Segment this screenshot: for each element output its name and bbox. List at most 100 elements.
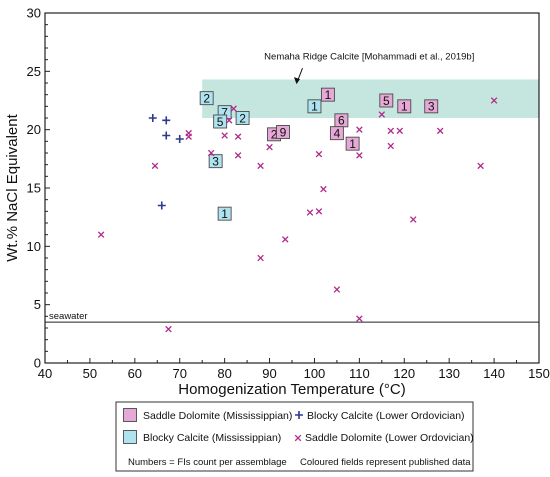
point-saddle-dolomite-lo: [490, 97, 498, 104]
y-tick-label: 0: [34, 356, 41, 371]
point-blocky-calcite-miss-box: [307, 99, 322, 114]
y-tick-label: 25: [27, 64, 41, 79]
point-saddle-dolomite-lo: [234, 152, 242, 159]
published-field-arrow-head: [293, 77, 300, 85]
point-blocky-calcite-miss-box: [208, 154, 223, 169]
point-saddle-dolomite-lo: [477, 162, 484, 170]
x-axis-title: Homogenization Temperature (°C): [178, 381, 406, 398]
point-blocky-calcite-miss-count: 7: [221, 105, 228, 119]
point-saddle-dolomite-lo: [257, 162, 264, 170]
point-saddle-dolomite-lo: [225, 117, 233, 124]
legend: Saddle Dolomite (Mississippian) Blocky Ca…: [115, 401, 474, 472]
point-saddle-dolomite-lo: [436, 127, 444, 135]
legend-swatch-blocky-lo: [295, 411, 303, 419]
legend-label-blocky-miss: Blocky Calcite (Mississippian): [143, 432, 281, 444]
seawater-label: seawater: [49, 311, 88, 322]
point-saddle-dolomite-lo: [356, 126, 363, 133]
point-blocky-calcite-lo: [162, 116, 171, 125]
x-tick-label: 70: [172, 366, 186, 381]
axes: 40 50 60 70 80 90 100 110 120 130 140 1500510152025…: [4, 6, 550, 399]
point-saddle-dolomite-lo: [356, 152, 363, 159]
point-saddle-dolomite-lo: [378, 111, 386, 118]
point-saddle-dolomite-miss-count: 6: [338, 114, 345, 128]
x-tick-label: 120: [393, 366, 415, 381]
y-tick-label: 15: [27, 181, 41, 196]
point-saddle-dolomite-miss-count: 1: [401, 100, 408, 114]
point-saddle-dolomite-lo: [165, 325, 172, 333]
point-saddle-dolomite-lo: [282, 236, 289, 243]
y-tick-label: 10: [27, 239, 41, 254]
point-blocky-calcite-lo: [175, 135, 184, 143]
point-saddle-dolomite-miss-box: [397, 99, 412, 114]
point-saddle-dolomite-miss-count: 4: [334, 126, 341, 140]
point-saddle-dolomite-lo: [185, 129, 192, 137]
y-axis-title: Wt.% NaCl Equivalent: [4, 113, 21, 261]
point-saddle-dolomite-miss-count: 3: [428, 100, 435, 114]
point-saddle-dolomite-miss-count: 9: [280, 125, 287, 139]
point-saddle-dolomite-miss-box: [424, 99, 439, 114]
point-saddle-dolomite-lo: [151, 162, 159, 170]
point-saddle-dolomite-lo: [387, 142, 395, 150]
legend-label-saddle-lo: Saddle Dolomite (Lower Ordovician): [305, 432, 474, 444]
point-blocky-calcite-miss-count: 5: [217, 115, 224, 129]
published-data-field: Nemaha Ridge Calcite [Mohammadi et al., …: [202, 52, 539, 118]
x-tick-label: 150: [528, 366, 550, 381]
legend-label-saddle-miss: Saddle Dolomite (Mississippian): [143, 410, 292, 422]
x-tick-label: 40: [38, 366, 52, 381]
point-blocky-calcite-miss-count: 1: [221, 207, 228, 221]
point-saddle-dolomite-miss-count: 5: [383, 94, 390, 108]
point-blocky-calcite-lo: [157, 201, 166, 210]
point-saddle-dolomite-lo: [315, 208, 323, 215]
point-saddle-dolomite-miss-box: [276, 125, 290, 139]
point-saddle-dolomite-lo: [234, 133, 242, 140]
seawater-line-group: seawater: [45, 311, 539, 323]
legend-frame: [115, 401, 474, 472]
series-blocky-calcite-lo: [148, 114, 184, 210]
x-tick-label: 80: [217, 366, 231, 381]
point-saddle-dolomite-miss-box: [329, 126, 344, 141]
point-saddle-dolomite-miss-count: 1: [325, 88, 332, 102]
point-saddle-dolomite-lo: [333, 286, 341, 293]
x-tick-label: 50: [83, 366, 97, 381]
x-tick-label: 140: [483, 366, 505, 381]
x-tick-label: 130: [438, 366, 460, 381]
x-tick-label: 90: [262, 366, 276, 381]
point-saddle-dolomite-lo: [315, 150, 323, 158]
point-blocky-calcite-miss-box: [199, 91, 214, 106]
x-tick-label: 100: [304, 366, 326, 381]
point-saddle-dolomite-lo: [396, 127, 404, 135]
point-saddle-dolomite-miss-box: [345, 136, 360, 151]
point-blocky-calcite-miss-box: [217, 206, 232, 221]
point-saddle-dolomite-lo: [306, 209, 314, 216]
point-saddle-dolomite-lo: [207, 149, 215, 157]
point-blocky-calcite-miss-count: 1: [311, 100, 318, 114]
point-saddle-dolomite-miss-box: [320, 87, 335, 102]
point-saddle-dolomite-miss-box: [379, 93, 394, 108]
point-saddle-dolomite-lo: [356, 315, 363, 322]
legend-swatch-blocky-miss-box: [123, 430, 137, 444]
point-blocky-calcite-miss-box: [213, 114, 228, 129]
published-field-label: Nemaha Ridge Calcite [Mohammadi et al., …: [264, 52, 474, 63]
series-saddle-dolomite-lo: [97, 97, 498, 333]
legend-note-fields: Coloured fields represent published data: [300, 457, 471, 468]
point-blocky-calcite-miss-count: 2: [239, 111, 246, 125]
legend-swatch-saddle-lo: [294, 434, 302, 442]
x-tick-label: 60: [128, 366, 142, 381]
plot-frame: [44, 12, 540, 364]
point-blocky-calcite-miss-count: 3: [212, 154, 219, 168]
point-saddle-dolomite-miss-count: 1: [349, 137, 356, 151]
point-saddle-dolomite-lo: [97, 231, 105, 238]
x-tick-label: 110: [349, 366, 370, 381]
point-saddle-dolomite-lo: [387, 127, 395, 135]
point-saddle-dolomite-lo: [320, 185, 327, 193]
point-blocky-calcite-lo: [162, 131, 171, 140]
point-blocky-calcite-miss-count: 2: [203, 91, 210, 105]
point-blocky-calcite-miss-box: [235, 111, 250, 125]
point-saddle-dolomite-miss-count: 2: [271, 128, 278, 142]
y-tick-label: 5: [34, 297, 41, 312]
point-saddle-dolomite-lo: [230, 105, 237, 112]
point-saddle-dolomite-lo: [221, 132, 228, 139]
